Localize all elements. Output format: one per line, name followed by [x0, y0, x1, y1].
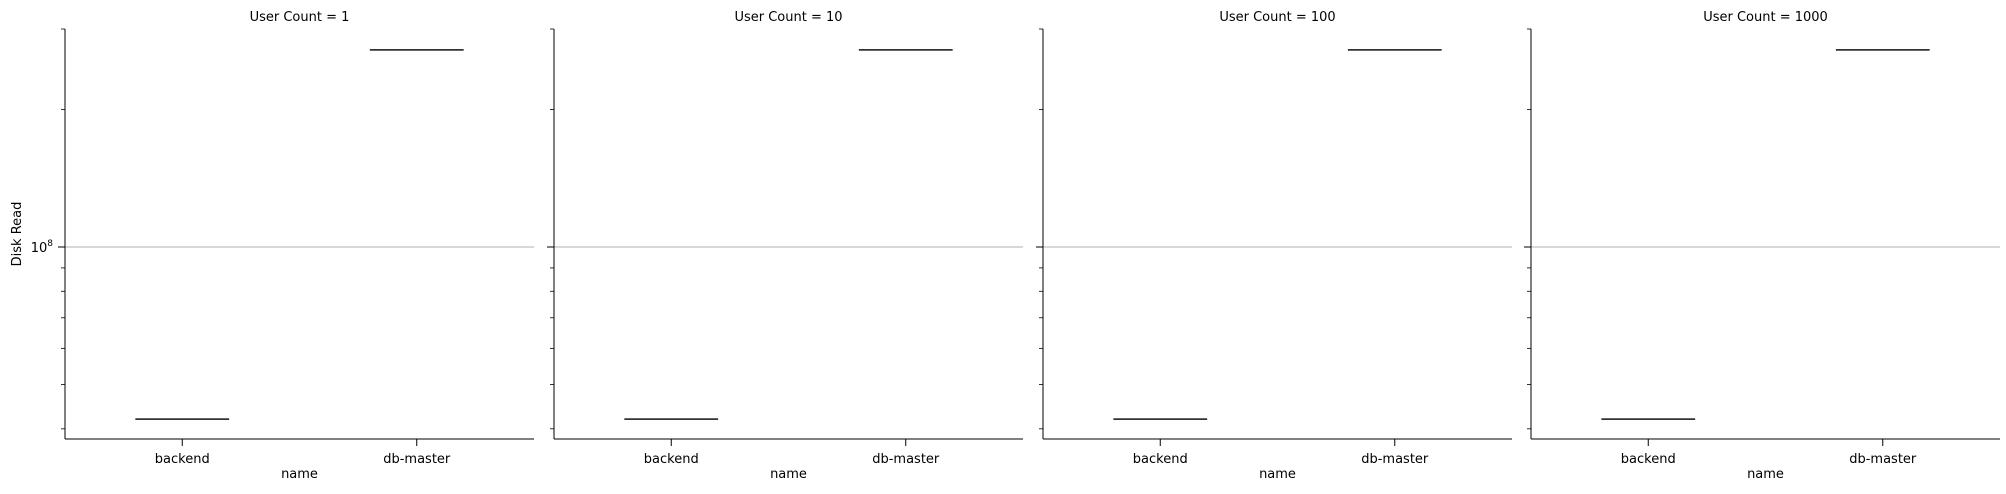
- facet-title: User Count = 100: [1219, 10, 1335, 25]
- y-tick-label: 108: [31, 239, 54, 256]
- facet-title: User Count = 1000: [1703, 10, 1828, 25]
- x-tick-label: backend: [1133, 452, 1188, 467]
- y-axis-label: Disk Read: [10, 202, 25, 267]
- facet-title: User Count = 10: [734, 10, 842, 25]
- x-tick-label: backend: [1621, 452, 1676, 467]
- x-tick-label: backend: [155, 452, 210, 467]
- x-axis-label: name: [281, 467, 318, 482]
- facet-title: User Count = 1: [250, 10, 350, 25]
- x-tick-label: db-master: [1361, 452, 1429, 467]
- x-tick-label: backend: [644, 452, 699, 467]
- x-tick-label: db-master: [1849, 452, 1917, 467]
- x-tick-label: db-master: [383, 452, 451, 467]
- x-axis-label: name: [1259, 467, 1296, 482]
- x-axis-label: name: [770, 467, 807, 482]
- x-tick-label: db-master: [872, 452, 940, 467]
- x-axis-label: name: [1747, 467, 1784, 482]
